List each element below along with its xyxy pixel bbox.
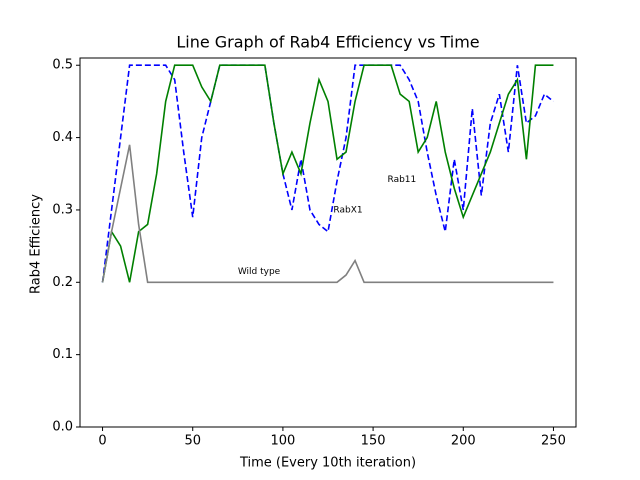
y-axis-label: Rab4 Efficiency [29,194,44,294]
series-line [101,64,554,283]
y-tick-label: 0.4 [52,130,73,145]
y-tick-label: 0.5 [52,58,73,73]
x-tick-label: 100 [270,434,295,449]
y-tick-label: 0.0 [52,420,73,435]
x-tick-label: 0 [98,434,106,449]
x-tick-label: 150 [361,434,386,449]
y-tick-label: 0.3 [52,202,73,217]
plot-frame [79,57,577,428]
annotation: Wild type [238,267,281,277]
y-tick-label: 0.2 [52,275,73,290]
x-tick-label: 200 [451,434,476,449]
annotation: Rab11 [388,175,417,185]
series-line [101,64,554,283]
chart-title: Line Graph of Rab4 Efficiency vs Time [176,33,479,52]
x-tick-label: 250 [541,434,566,449]
x-tick-label: 50 [184,434,201,449]
annotation: RabX1 [333,205,362,215]
y-tick-label: 0.1 [52,347,73,362]
series-line [101,144,554,284]
x-axis-label: Time (Every 10th iteration) [239,456,416,471]
